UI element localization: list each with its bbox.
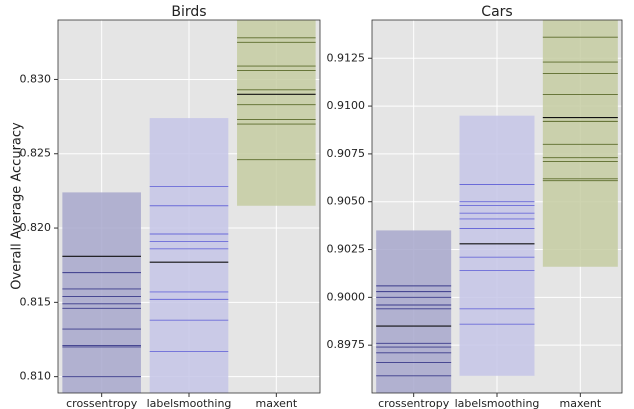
y-tick-label: 0.810 bbox=[20, 370, 52, 383]
subplot-title: Birds bbox=[171, 4, 206, 20]
plot-frame bbox=[57, 19, 321, 394]
y-tick-label: 0.9000 bbox=[327, 290, 366, 303]
x-tick-label: maxent bbox=[559, 397, 601, 409]
x-tick-label: crossentropy bbox=[66, 397, 138, 409]
x-tick-label: labelsmoothing bbox=[147, 397, 232, 409]
y-tick-label: 0.820 bbox=[20, 221, 52, 234]
y-tick-label: 0.815 bbox=[20, 295, 52, 308]
y-tick-label: 0.9050 bbox=[327, 195, 366, 208]
marks bbox=[376, 20, 618, 393]
range-box bbox=[542, 20, 618, 267]
x-tick-label: maxent bbox=[255, 397, 297, 409]
range-box bbox=[376, 230, 452, 393]
x-tick-label: crossentropy bbox=[378, 397, 450, 409]
y-tick-label: 0.825 bbox=[20, 147, 52, 160]
y-tick-label: 0.830 bbox=[20, 72, 52, 85]
range-box bbox=[62, 192, 141, 393]
subplot-title: Cars bbox=[481, 4, 512, 20]
range-box bbox=[149, 118, 229, 393]
y-tick-label: 0.9025 bbox=[327, 243, 366, 256]
range-box bbox=[237, 20, 316, 206]
y-tick-label: 0.8975 bbox=[327, 338, 366, 351]
marks bbox=[62, 20, 316, 393]
plot-frame bbox=[371, 19, 623, 394]
plot: Birds 0.810 0.815 0.820 0.825 0.830 crossentro… bbox=[20, 4, 321, 409]
plot: Cars 0.8975 0.9000 0.9025 0.9050 0.9075 0.9100… bbox=[327, 4, 623, 409]
y-tick-label: 0.9125 bbox=[327, 51, 366, 64]
y-tick-label: 0.9075 bbox=[327, 147, 366, 160]
y-axis-label: Overall Average Accuracy bbox=[10, 122, 25, 290]
x-tick-label: labelsmoothing bbox=[455, 397, 540, 409]
y-tick-label: 0.9100 bbox=[327, 99, 366, 112]
range-box bbox=[459, 115, 535, 376]
